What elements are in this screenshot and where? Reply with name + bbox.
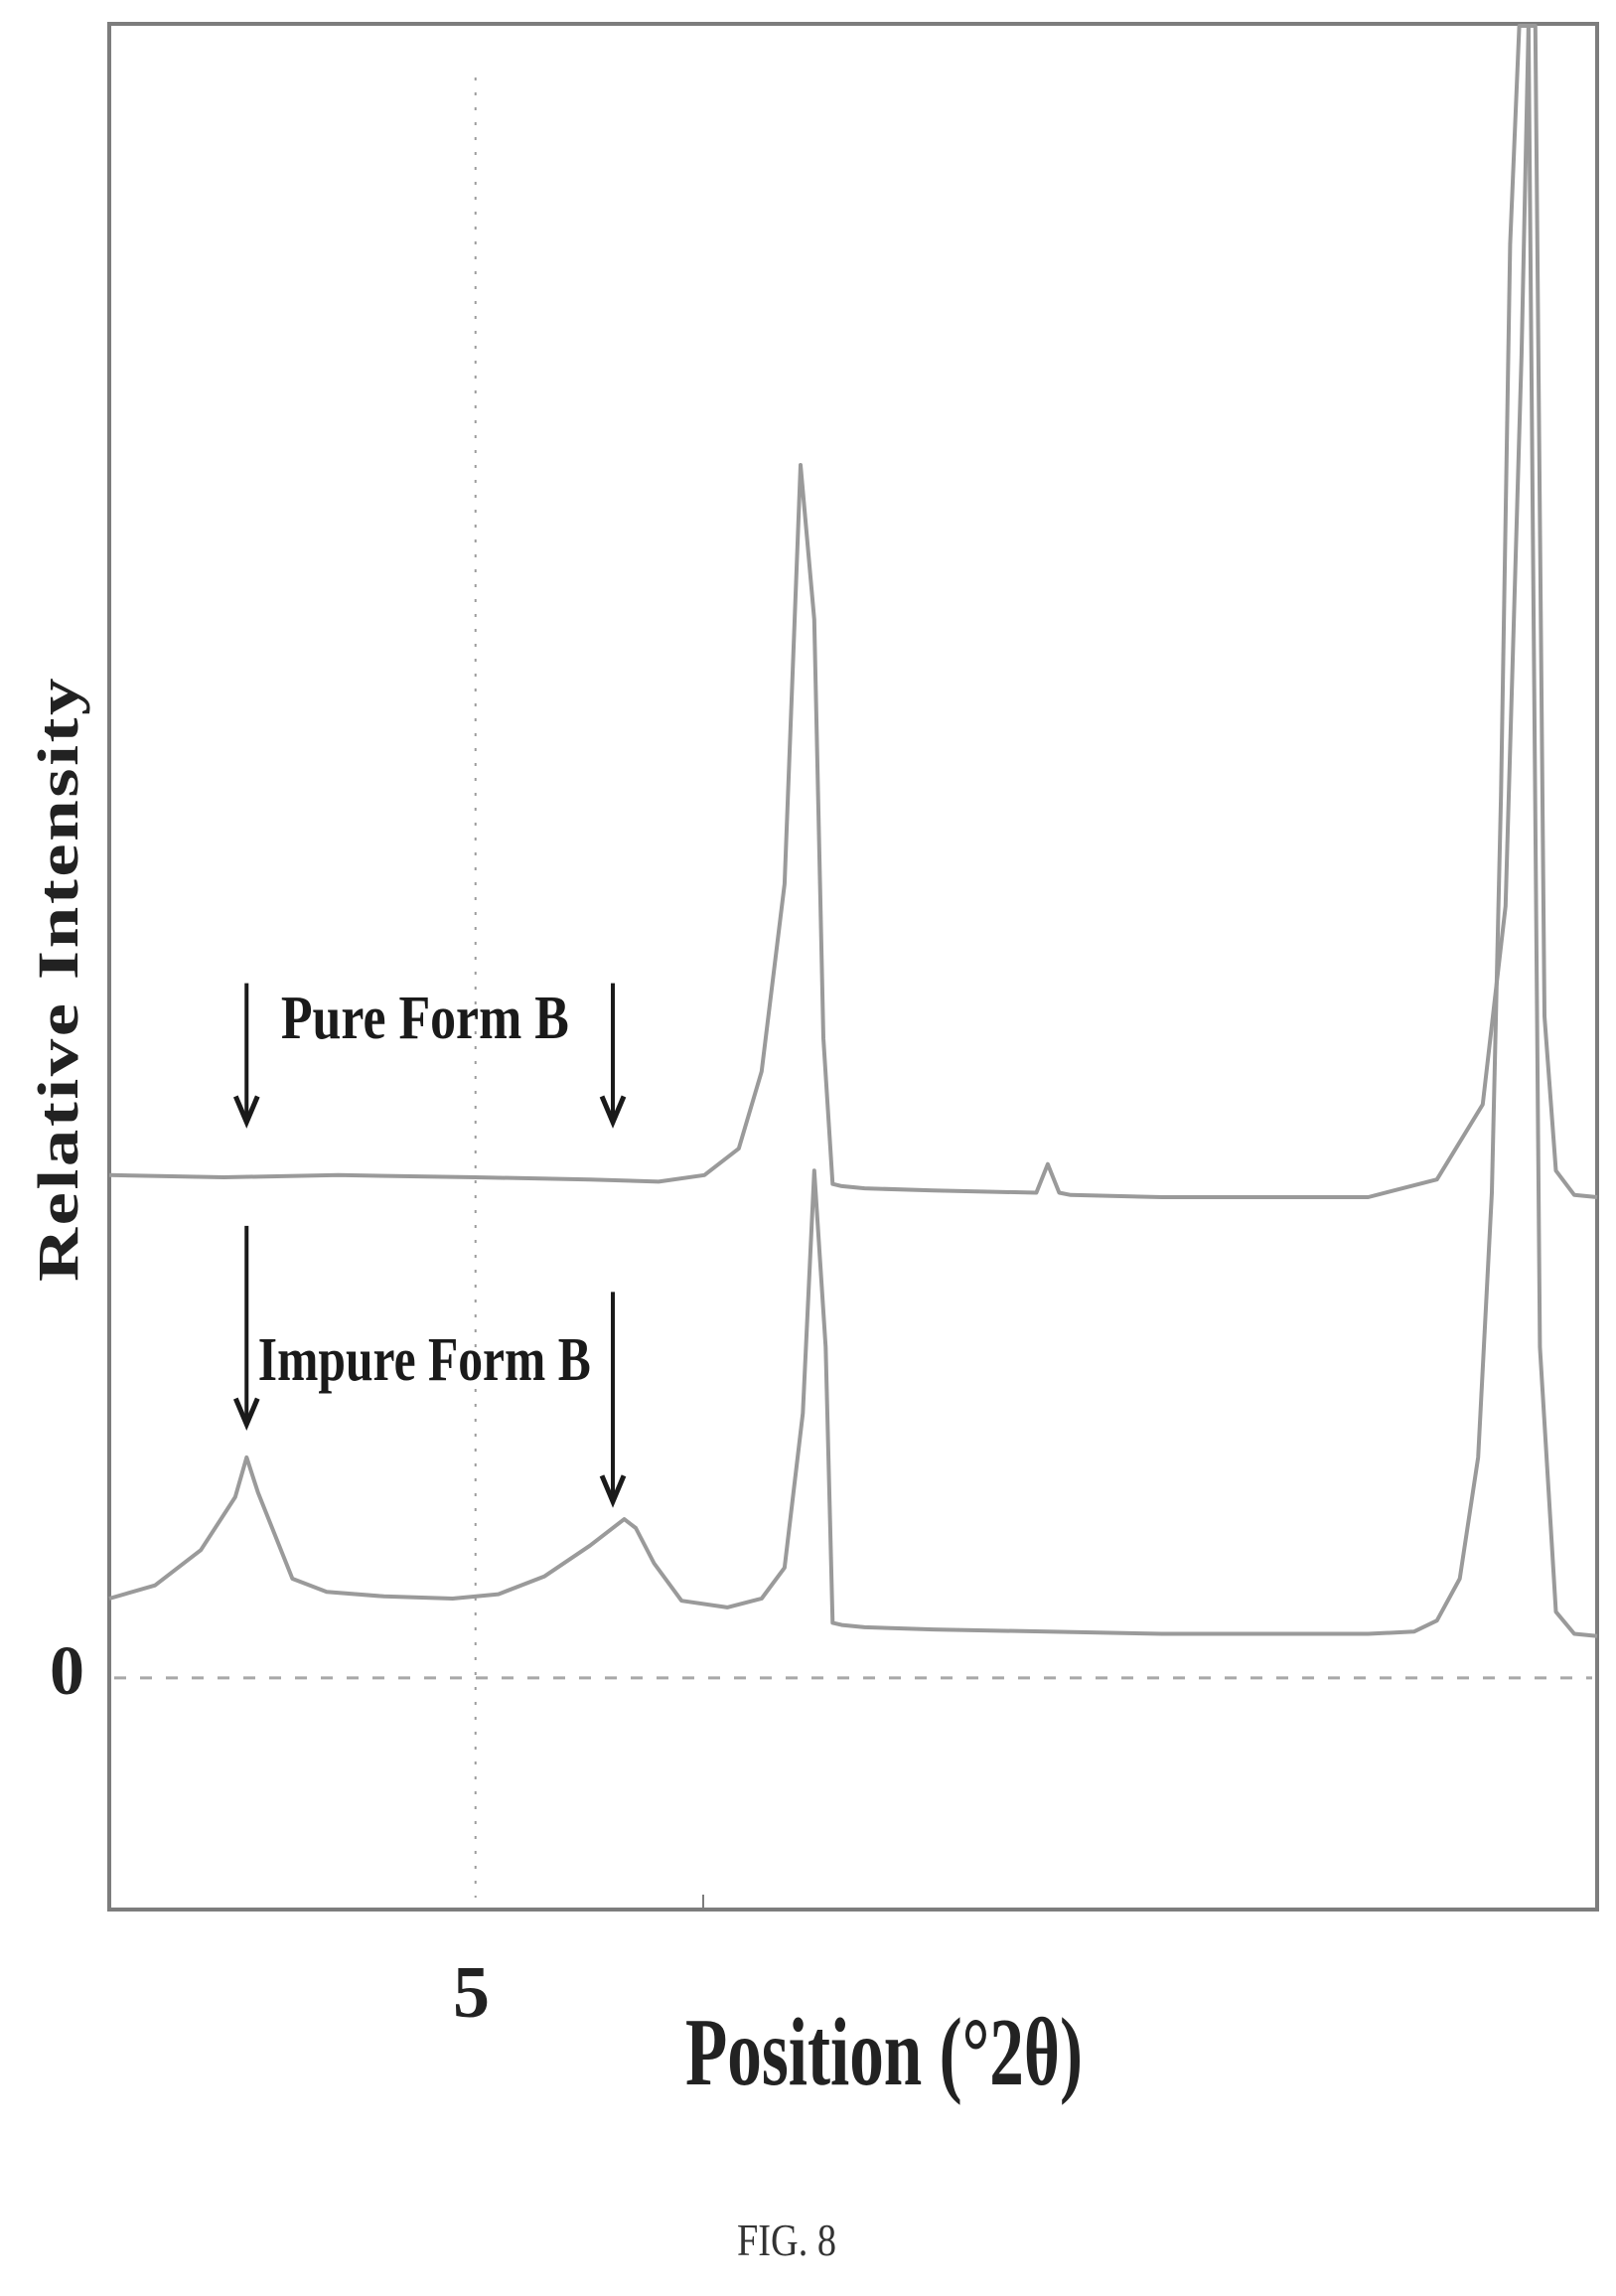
y-tick-label-zero: 0 xyxy=(50,1633,84,1710)
series-line-impure-form-b xyxy=(108,24,1598,1638)
x-tick-label-five: 5 xyxy=(453,1952,490,2034)
peak-arrows xyxy=(232,983,627,1508)
arrow-head-icon-2 xyxy=(599,1095,627,1129)
series-label-pure-form-b: Pure Form B xyxy=(281,985,569,1052)
figure-caption: FIG. 8 xyxy=(737,2215,836,2265)
arrow-head-icon-3 xyxy=(232,1397,260,1432)
y-axis-title: Relative Intensity xyxy=(26,676,90,1282)
arrow-head-icon-4 xyxy=(599,1474,627,1508)
x-axis-title: Position (°2θ) xyxy=(685,1999,1083,2106)
plot-frame xyxy=(107,22,1599,1912)
arrow-head-icon-1 xyxy=(232,1095,260,1129)
series-line-pure-form-b xyxy=(108,24,1598,1199)
series-label-impure-form-b: Impure Form B xyxy=(258,1326,591,1394)
